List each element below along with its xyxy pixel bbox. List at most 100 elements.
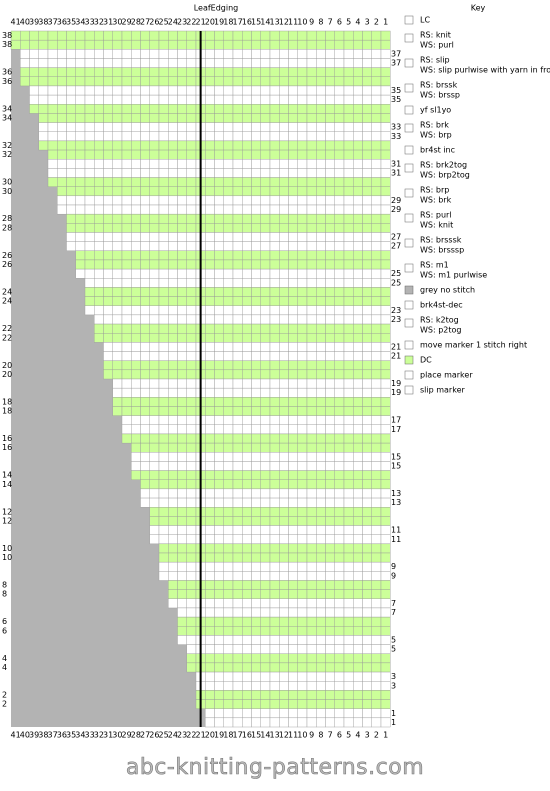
stitch-cell — [334, 653, 345, 664]
stitch-cell — [205, 543, 215, 554]
stitch-cell — [149, 250, 160, 261]
key-label: RS: brsssk — [420, 236, 462, 245]
stitch-cell — [334, 85, 345, 96]
stitch-cell — [38, 58, 49, 68]
stitch-cell — [168, 333, 178, 343]
chart-title: LeafEdging — [194, 4, 239, 13]
row-number: 32 — [2, 150, 12, 159]
stitch-cell — [66, 122, 76, 132]
stitch-cell — [251, 250, 261, 261]
stitch-cell — [362, 717, 372, 728]
stitch-cell — [334, 525, 345, 535]
column-number: 16 — [242, 18, 252, 27]
stitch-cell — [288, 85, 298, 96]
stitch-cell — [380, 213, 391, 224]
key-icon — [404, 370, 414, 380]
stitch-cell — [343, 177, 354, 187]
stitch-cell — [121, 278, 132, 288]
stitch-cell — [121, 369, 132, 380]
column-number: 12 — [279, 18, 289, 27]
stitch-cell — [343, 543, 354, 554]
stitch-cell — [186, 259, 197, 270]
stitch-cell — [223, 122, 234, 132]
stitch-cell — [94, 76, 104, 87]
stitch-cell — [269, 259, 280, 270]
stitch-cell — [269, 452, 280, 462]
stitch-cell — [334, 259, 345, 270]
stitch-cell — [380, 690, 391, 700]
stitch-cell — [168, 406, 178, 416]
row-number: 19 — [391, 388, 401, 397]
stitch-cell — [251, 662, 261, 673]
stitch-cell — [251, 653, 261, 664]
stitch-cell — [269, 589, 280, 599]
stitch-cell — [297, 552, 308, 563]
stitch-cell — [269, 580, 280, 590]
stitch-cell — [288, 241, 298, 251]
stitch-cell — [288, 131, 298, 142]
stitch-cell — [288, 168, 298, 178]
stitch-cell — [380, 195, 391, 206]
stitch-cell — [94, 323, 104, 334]
stitch-cell — [334, 516, 345, 526]
stitch-cell — [131, 213, 141, 224]
stitch-cell — [223, 342, 234, 352]
stitch-cell — [371, 131, 382, 142]
stitch-cell — [362, 186, 372, 197]
stitch-cell — [112, 323, 123, 334]
stitch-cell — [371, 342, 382, 352]
stitch-cell — [149, 461, 160, 471]
stitch-cell — [242, 85, 252, 96]
stitch-cell — [279, 177, 289, 187]
stitch-cell — [269, 213, 280, 224]
stitch-cell — [380, 259, 391, 270]
column-number: 19 — [214, 731, 224, 740]
stitch-cell — [121, 397, 132, 407]
stitch-cell — [316, 708, 326, 719]
stitch-cell — [353, 516, 363, 526]
stitch-cell — [140, 387, 150, 398]
stitch-cell — [279, 424, 289, 435]
stitch-cell — [186, 387, 197, 398]
stitch-cell — [57, 149, 67, 160]
stitch-cell — [177, 131, 187, 142]
stitch-cell — [75, 131, 86, 142]
stitch-cell — [288, 488, 298, 499]
stitch-cell — [121, 186, 132, 197]
stitch-cell — [334, 113, 345, 123]
stitch-cell — [306, 690, 317, 700]
stitch-cell — [75, 168, 86, 178]
stitch-cell — [214, 397, 224, 407]
stitch-cell — [288, 516, 298, 526]
stitch-cell — [158, 360, 169, 371]
stitch-cell — [297, 470, 308, 480]
stitch-cell — [94, 159, 104, 169]
stitch-cell — [380, 580, 391, 590]
stitch-cell — [205, 49, 215, 59]
stitch-cell — [94, 268, 104, 279]
stitch-cell — [306, 607, 317, 618]
stitch-cell — [242, 589, 252, 599]
stitch-cell — [269, 387, 280, 398]
stitch-cell — [223, 397, 234, 407]
stitch-cell — [214, 305, 224, 316]
stitch-cell — [334, 296, 345, 306]
stitch-cell — [121, 351, 132, 361]
row-number: 21 — [391, 352, 401, 361]
stitch-cell — [306, 598, 317, 609]
stitch-cell — [158, 543, 169, 554]
stitch-cell — [297, 323, 308, 334]
stitch-cell — [177, 406, 187, 416]
stitch-cell — [279, 58, 289, 68]
stitch-cell — [112, 39, 123, 50]
column-number: 5 — [346, 18, 351, 27]
stitch-cell — [131, 351, 141, 361]
stitch-cell — [297, 708, 308, 719]
stitch-cell — [223, 104, 234, 114]
stitch-cell — [121, 415, 132, 425]
stitch-cell — [29, 104, 39, 114]
stitch-cell — [112, 94, 123, 105]
stitch-cell — [121, 159, 132, 169]
stitch-cell — [306, 342, 317, 352]
stitch-cell — [103, 49, 113, 59]
